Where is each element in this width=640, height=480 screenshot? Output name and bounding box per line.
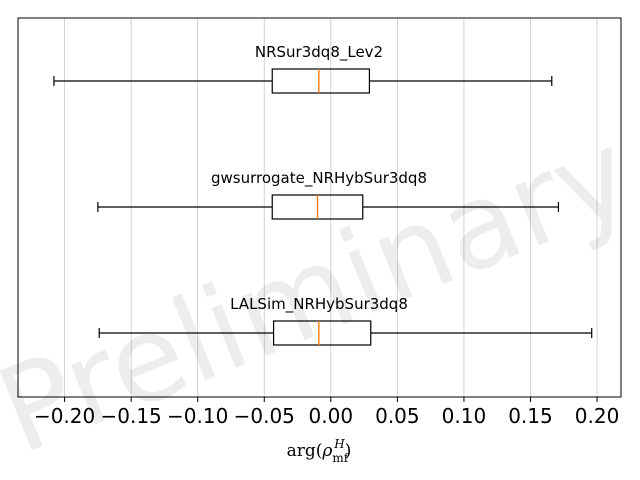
x-tick-label: 0.00 <box>309 404 354 428</box>
series-label: gwsurrogate_NRHybSur3dq8 <box>211 169 427 188</box>
interquartile-box <box>272 320 372 346</box>
box-group: NRSur3dq8_Lev2 <box>53 43 553 94</box>
x-tick-label: 0.10 <box>442 404 487 428</box>
interquartile-box <box>271 68 371 94</box>
x-axis-ticks: −0.20 −0.15 −0.10 −0.05 0.00 0.05 0.10 0.15 0.20 <box>34 397 619 428</box>
box-group: LALSim_NRHybSur3dq8 <box>98 295 593 346</box>
x-tick-label: 0.15 <box>508 404 553 428</box>
x-axis-label: arg(ρmfH) <box>287 437 352 465</box>
plot-area-frame <box>17 17 622 398</box>
x-tick-label: −0.05 <box>234 404 295 428</box>
box-series: NRSur3dq8_Lev2 gwsurrogate_NRHybSur3dq8 LA… <box>53 43 593 346</box>
x-tick-label: 0.20 <box>575 404 620 428</box>
x-tick-label: −0.20 <box>34 404 95 428</box>
x-tick-label: −0.15 <box>100 404 161 428</box>
x-tick-label: −0.10 <box>167 404 228 428</box>
box-group: gwsurrogate_NRHybSur3dq8 <box>97 169 560 220</box>
series-label: LALSim_NRHybSur3dq8 <box>230 295 408 314</box>
series-label: NRSur3dq8_Lev2 <box>255 43 383 62</box>
x-tick-label: 0.05 <box>375 404 420 428</box>
